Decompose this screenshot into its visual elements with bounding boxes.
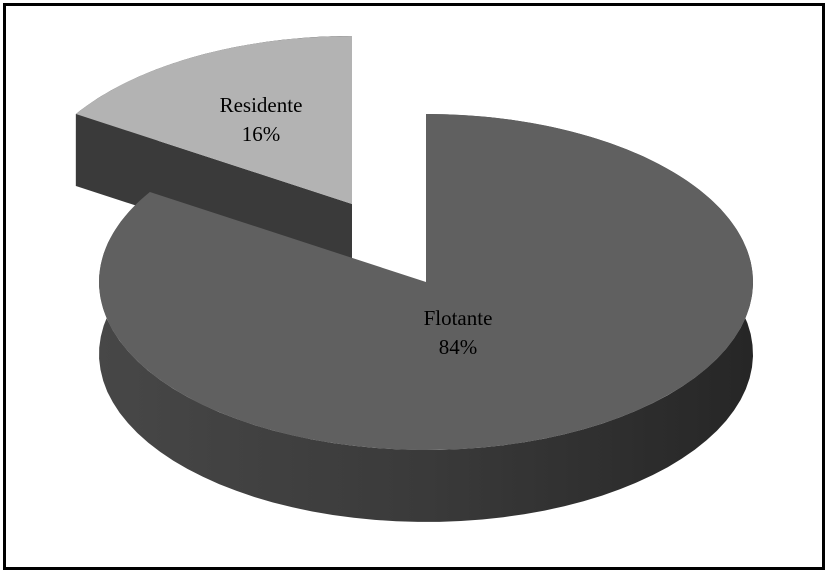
- slice-label-flotante: Flotante: [424, 306, 493, 330]
- slice-value-residente: 16%: [242, 122, 281, 146]
- slice-value-flotante: 84%: [439, 335, 478, 359]
- slice-label-residente: Residente: [220, 93, 303, 117]
- pie-slice-flotante: [99, 114, 754, 451]
- pie-slice-residente: [75, 36, 353, 204]
